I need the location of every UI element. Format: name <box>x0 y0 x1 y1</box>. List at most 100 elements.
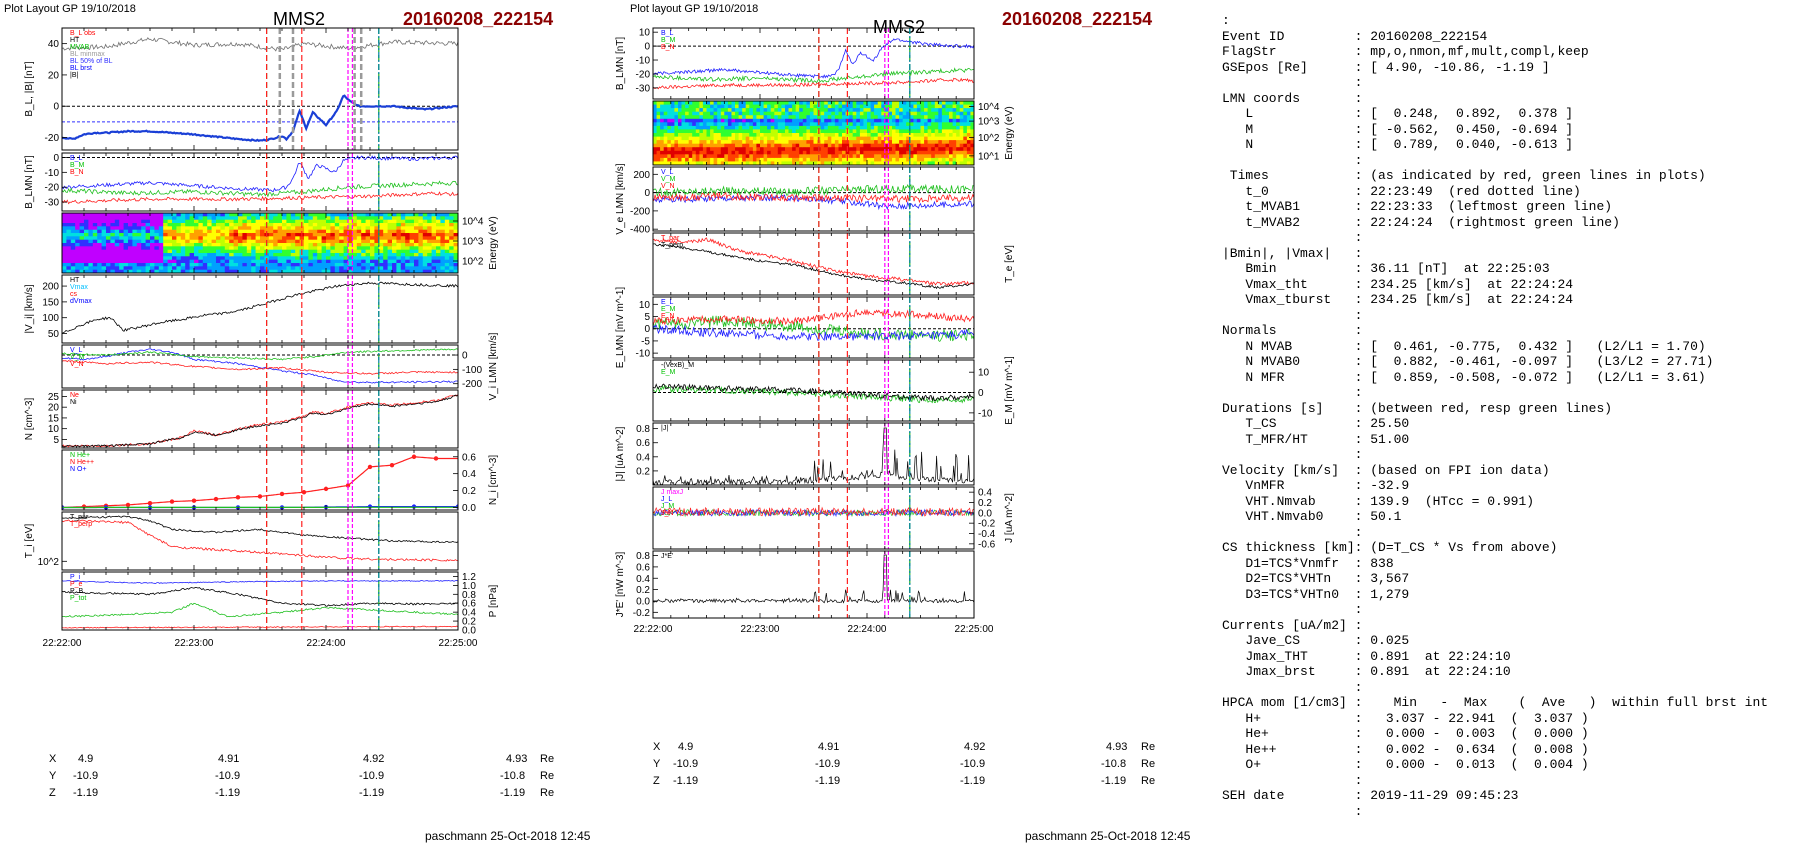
spectrogram-cell <box>102 243 107 247</box>
spectrogram-cell <box>62 223 67 227</box>
spectrogram-cell <box>225 240 230 244</box>
spectrogram-cell <box>282 216 287 220</box>
spectrogram-cell <box>436 213 441 217</box>
spectrogram-cell <box>115 223 120 227</box>
spectrogram-cell <box>913 105 917 109</box>
spectrogram-cell <box>260 266 265 270</box>
y-axis-label: |J| [uA m^-2] <box>615 426 626 481</box>
spectrogram-cell <box>159 213 164 217</box>
spectrogram-cell <box>703 126 707 130</box>
spectrogram-cell <box>724 140 728 144</box>
spectrogram-cell <box>317 263 322 267</box>
spectrogram-cell <box>88 223 93 227</box>
spectrogram-cell <box>732 112 736 116</box>
spectrogram-cell <box>724 129 728 133</box>
spectrogram-cell <box>871 112 875 116</box>
spectrogram-cell <box>132 216 137 220</box>
spectrogram-cell <box>124 243 129 247</box>
spectrogram-cell <box>771 108 775 112</box>
spectrogram-cell <box>935 154 939 158</box>
spectrogram-cell <box>735 140 739 144</box>
spectrogram-cell <box>110 253 115 257</box>
spectrogram-cell <box>753 129 757 133</box>
spectrogram-cell <box>660 115 664 119</box>
spectrogram-cell <box>774 115 778 119</box>
spectrogram-cell <box>928 133 932 137</box>
y-axis-label: B_L, |B| [nT] <box>24 61 35 116</box>
spectrogram-cell <box>427 246 432 250</box>
series-line-v-m <box>62 349 458 360</box>
spectrogram-cell <box>938 115 942 119</box>
spectrogram-cell <box>878 140 882 144</box>
spectrogram-cell <box>810 126 814 130</box>
spectrogram-cell <box>168 216 173 220</box>
spectrogram-cell <box>963 137 967 141</box>
spectrogram-cell <box>774 108 778 112</box>
spectrogram-cell <box>102 223 107 227</box>
spectrogram-cell <box>721 119 725 123</box>
spectrogram-cell <box>742 122 746 126</box>
spectrogram-cell <box>110 260 115 264</box>
spectrogram-cell <box>685 115 689 119</box>
spectrogram-cell <box>856 129 860 133</box>
spectrogram-cell <box>212 216 217 220</box>
spectrogram-cell <box>234 220 239 224</box>
spectrogram-cell <box>383 253 388 257</box>
spectrogram-cell <box>242 250 247 254</box>
spectrogram-cell <box>238 243 243 247</box>
spectrogram-cell <box>671 108 675 112</box>
y-axis-label: B_LMN [nT] <box>24 155 35 209</box>
spectrogram-cell <box>853 105 857 109</box>
spectrogram-cell <box>753 151 757 155</box>
spectrogram-cell <box>172 253 177 257</box>
spectrogram-cell <box>449 223 454 227</box>
spectrogram-cell <box>728 154 732 158</box>
spectrogram-cell <box>714 140 718 144</box>
spectrogram-cell <box>352 220 357 224</box>
spectrogram-cell <box>946 158 950 162</box>
spectrogram-cell <box>803 112 807 116</box>
legend-entry: P_e <box>70 581 83 588</box>
spectrogram-cell <box>942 119 946 123</box>
y-axis-label: T_e [eV] <box>1004 245 1015 283</box>
spectrogram-cell <box>735 133 739 137</box>
spectrogram-cell <box>756 112 760 116</box>
spectrogram-cell <box>93 263 98 267</box>
spectrogram-cell <box>764 122 768 126</box>
spectrogram-cell <box>831 144 835 148</box>
coord-value: 4.91 <box>818 741 839 753</box>
spectrogram-cell <box>824 101 828 105</box>
spectrogram-cell <box>710 140 714 144</box>
spectrogram-cell <box>128 236 133 240</box>
spectrogram-cell <box>137 246 142 250</box>
spectrogram-cell <box>106 246 111 250</box>
panel-L7: 0.60.40.20.0N_i [cm^-3]N He+N He++N O+ <box>60 450 499 514</box>
spectrogram-cell <box>445 250 450 254</box>
spectrogram-cell <box>194 263 199 267</box>
spectrogram-cell <box>203 246 208 250</box>
spectrogram-cell <box>313 236 318 240</box>
spectrogram-cell <box>185 266 190 270</box>
spectrogram-cell <box>317 243 322 247</box>
spectrogram-cell <box>867 105 871 109</box>
spectrogram-cell <box>392 256 397 260</box>
spectrogram-cell <box>963 133 967 137</box>
spectrogram-cell <box>322 263 327 267</box>
spectrogram-cell <box>710 119 714 123</box>
spectrogram-cell <box>828 133 832 137</box>
spectrogram-cell <box>935 122 939 126</box>
spectrogram-cell <box>414 223 419 227</box>
spectrogram-cell <box>212 256 217 260</box>
spectrogram-cell <box>379 220 384 224</box>
spectrogram-cell <box>732 115 736 119</box>
spectrogram-cell <box>814 119 818 123</box>
spectrogram-cell <box>427 236 432 240</box>
y-tick-label: 0 <box>53 102 59 113</box>
panel-frame <box>653 487 974 549</box>
spectrogram-cell <box>238 250 243 254</box>
spectrogram-cell <box>418 260 423 264</box>
spectrogram-cell <box>739 112 743 116</box>
panel-frame <box>653 551 974 618</box>
coord-value: -10.9 <box>359 770 384 782</box>
spectrogram-cell <box>760 158 764 162</box>
